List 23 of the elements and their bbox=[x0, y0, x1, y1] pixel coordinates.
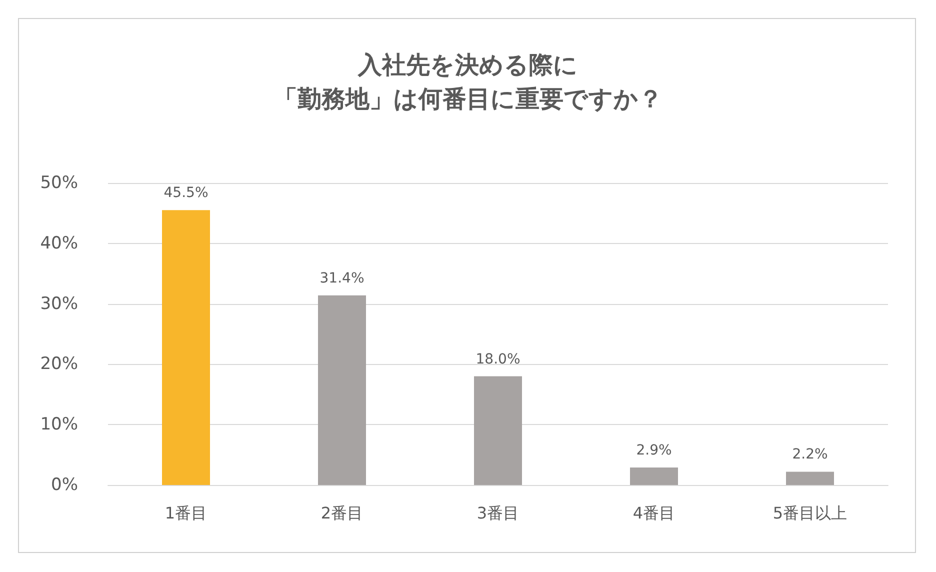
bar bbox=[162, 210, 210, 485]
chart-title: 入社先を決める際に bbox=[357, 51, 578, 79]
data-label: 18.0% bbox=[476, 351, 520, 368]
x-tick-label: 5番目以上 bbox=[772, 504, 848, 522]
bar bbox=[786, 472, 834, 485]
data-label: 2.9% bbox=[636, 442, 672, 458]
data-label: 2.2% bbox=[792, 446, 828, 463]
bar bbox=[318, 295, 366, 485]
bar bbox=[474, 376, 522, 485]
y-tick-label: 30% bbox=[40, 294, 78, 314]
x-tick-label: 4番目 bbox=[632, 504, 676, 522]
data-label: 45.5% bbox=[164, 185, 208, 202]
x-tick-label: 3番目 bbox=[476, 504, 520, 522]
y-tick-label: 40% bbox=[40, 233, 78, 254]
y-tick-label: 50% bbox=[40, 173, 78, 193]
y-tick-label: 20% bbox=[40, 354, 78, 374]
data-label: 31.4% bbox=[320, 270, 364, 286]
y-tick-label: 10% bbox=[40, 414, 78, 435]
y-tick-label: 0% bbox=[51, 475, 78, 495]
x-tick-label: 1番目 bbox=[164, 504, 208, 522]
chart-subtitle: 「勤務地」は何番目に重要ですか？ bbox=[274, 85, 662, 113]
x-tick-label: 2番目 bbox=[320, 504, 364, 522]
bar bbox=[630, 467, 678, 485]
